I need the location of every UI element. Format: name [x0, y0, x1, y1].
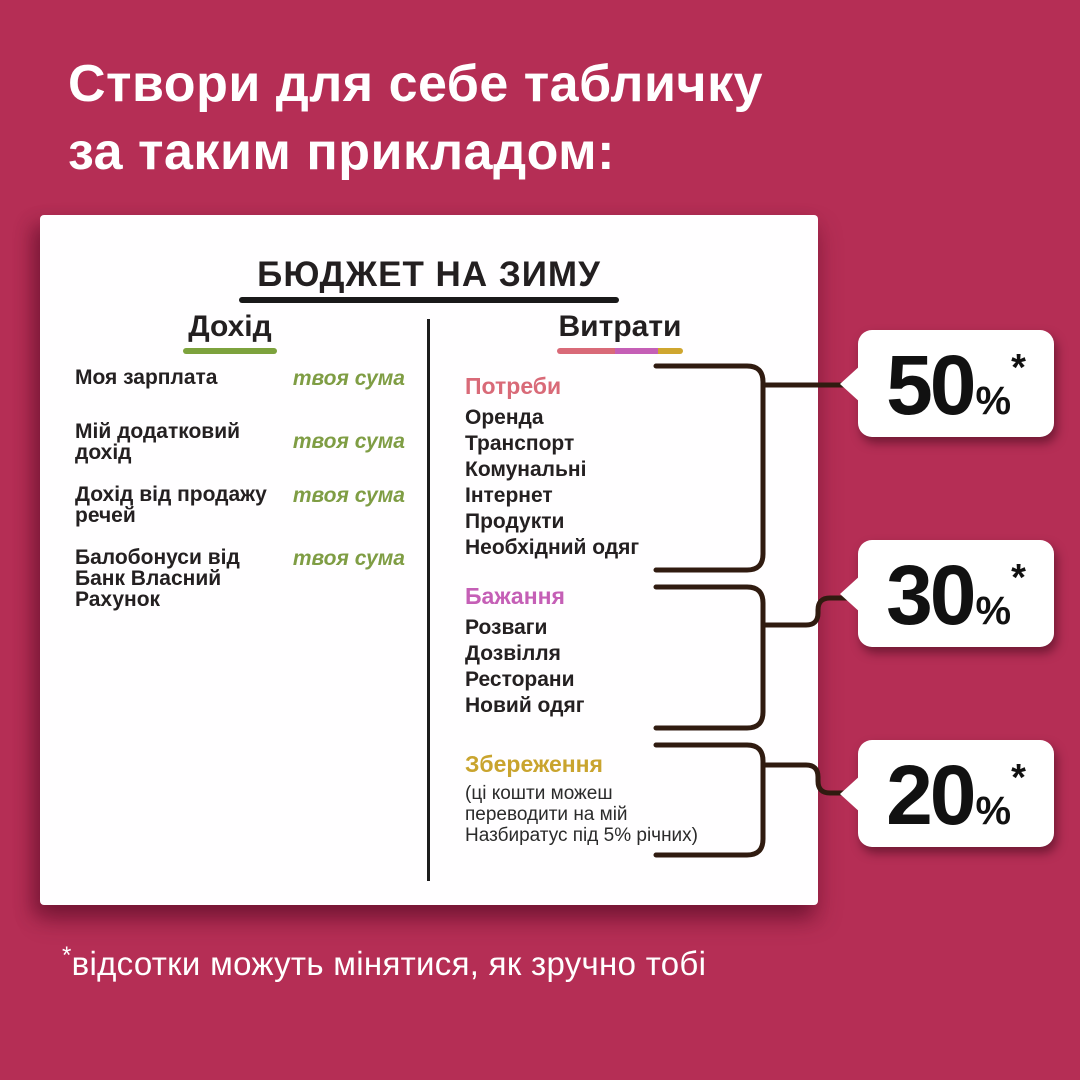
savings-note: (ці кошти можеш переводити на мій Назбир…	[465, 783, 775, 846]
percent-bubble-savings: 20 % *	[858, 740, 1054, 847]
underline-segment-savings	[657, 348, 683, 354]
percent-value: 20	[886, 748, 976, 842]
percent-value: 50	[886, 338, 976, 432]
income-label: Балобонуси від Банк Власний Рахунок	[75, 547, 293, 610]
page-title: Створи для себе табличку за таким прикла…	[68, 50, 763, 186]
expense-group-needs-title: Потреби	[465, 373, 562, 399]
expense-group-savings-title: Збереження	[465, 751, 603, 777]
page-title-line1: Створи для себе табличку	[68, 55, 764, 113]
income-header-underline	[183, 348, 277, 354]
income-value-placeholder: твоя сума	[292, 430, 405, 453]
income-label-line1: Моя зарплата	[75, 366, 218, 389]
expense-item: Продукти	[465, 510, 565, 533]
income-row-extra: Мій додатковий дохід твоя сума	[75, 421, 405, 463]
income-label-line2: речей	[75, 504, 136, 527]
percent-sign: %	[975, 789, 1012, 833]
expense-item: Комунальні	[465, 458, 587, 481]
income-label: Моя зарплата	[75, 367, 217, 388]
footnote-asterisk: *	[62, 942, 72, 969]
income-row-salary: Моя зарплата твоя сума	[75, 367, 405, 391]
income-label-line2: дохід	[75, 441, 132, 464]
budget-card: БЮДЖЕТ НА ЗИМУ Дохід Моя зарплата твоя с…	[40, 215, 818, 905]
expenses-column-header: Витрати	[558, 310, 682, 343]
income-value-placeholder: твоя сума	[292, 367, 405, 390]
percent-sign: %	[975, 589, 1012, 633]
expense-group-wants: Бажання Розваги Дозвілля Ресторани Новий…	[465, 583, 775, 719]
expense-group-needs: Потреби Оренда Транспорт Комунальні Інте…	[465, 373, 775, 561]
percent-bubble-wants: 30 % *	[858, 540, 1054, 647]
income-label-line1: Балобонуси від	[75, 546, 240, 569]
asterisk: *	[1011, 347, 1026, 389]
percent-sign: %	[975, 379, 1012, 423]
income-value-placeholder: твоя сума	[292, 484, 405, 507]
income-label: Мій додатковий дохід	[75, 421, 240, 463]
expense-group-wants-title: Бажання	[465, 583, 565, 609]
income-label-line1: Дохід від продажу	[75, 483, 267, 506]
expense-item: Інтернет	[465, 484, 553, 507]
expenses-header-underline	[557, 348, 683, 354]
asterisk: *	[1011, 557, 1026, 599]
expense-item: Необхідний одяг	[465, 536, 640, 559]
savings-note-line: переводити на мій	[465, 804, 628, 825]
savings-note-line: Назбиратус під 5% річних)	[465, 825, 699, 846]
expense-group-savings: Збереження (ці кошти можеш переводити на…	[465, 751, 775, 846]
expense-item: Новий одяг	[465, 694, 585, 717]
income-row-bonuses: Балобонуси від Банк Власний Рахунок твоя…	[75, 547, 405, 610]
footnote-text: відсотки можуть мінятися, як зручно тобі	[71, 945, 707, 982]
income-label-line1: Мій додатковий	[75, 420, 241, 443]
underline-segment-wants	[614, 348, 658, 354]
income-label: Дохід від продажу речей	[75, 484, 267, 526]
footnote: *відсотки можуть мінятися, як зручно тоб…	[62, 942, 706, 983]
expense-item: Транспорт	[465, 432, 575, 455]
expense-item: Дозвілля	[465, 642, 561, 665]
income-column-header: Дохід	[188, 310, 272, 343]
page-title-line2: за таким прикладом:	[68, 123, 615, 181]
expense-item: Розваги	[465, 616, 548, 639]
savings-note-line: (ці кошти можеш	[465, 783, 613, 804]
expense-item: Оренда	[465, 406, 544, 429]
budget-card-title: БЮДЖЕТ НА ЗИМУ	[257, 255, 601, 294]
underline-segment-needs	[557, 348, 615, 354]
column-divider	[427, 319, 430, 881]
asterisk: *	[1011, 757, 1026, 799]
budget-title-underline	[239, 297, 619, 303]
expense-item: Ресторани	[465, 668, 575, 691]
income-row-sales: Дохід від продажу речей твоя сума	[75, 484, 405, 526]
percent-bubble-needs: 50 % *	[858, 330, 1054, 437]
percent-value: 30	[886, 548, 976, 642]
income-value-placeholder: твоя сума	[292, 547, 405, 570]
income-label-line2: Банк Власний Рахунок	[75, 567, 222, 611]
